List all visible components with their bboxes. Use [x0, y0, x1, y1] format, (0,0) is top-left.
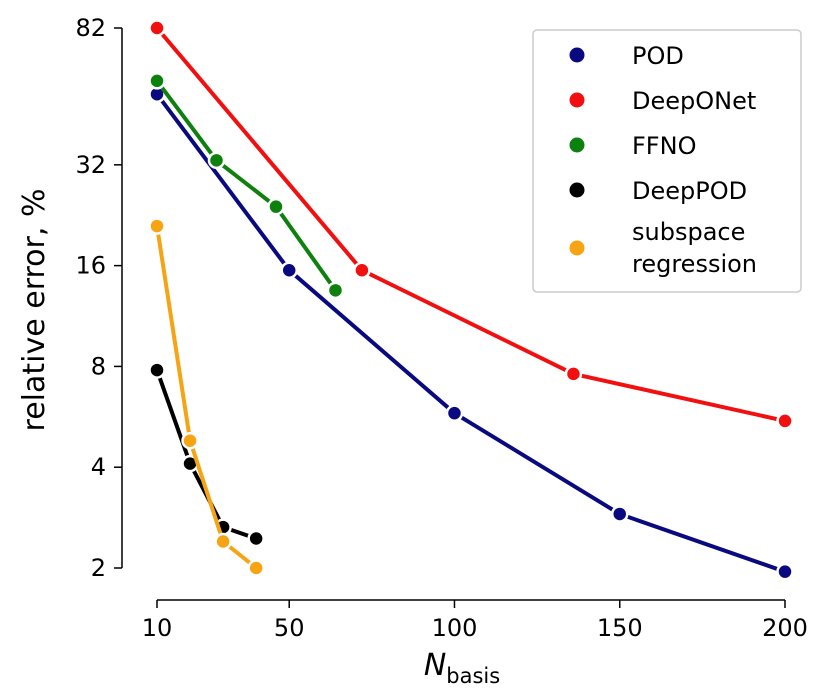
series-5: [148, 217, 265, 577]
series-4: [148, 361, 265, 548]
legend-label: POD: [632, 42, 684, 70]
x-tick-label: 150: [597, 614, 643, 642]
legend-item: DeepPOD: [569, 177, 747, 205]
data-point: [214, 532, 232, 551]
legend-marker: [569, 47, 585, 63]
x-ticks: 10 50 100 150 200: [142, 600, 808, 642]
y-tick-label: 32: [75, 151, 106, 179]
data-point: [564, 365, 583, 383]
data-point: [610, 505, 629, 523]
data-point: [353, 261, 371, 279]
y-ticks: 2 4 8 16 32 82: [75, 14, 122, 582]
series-1: [148, 85, 794, 581]
series-2: [148, 19, 794, 430]
series-3: [148, 72, 345, 300]
data-point: [148, 72, 166, 90]
x-tick-label: 100: [432, 614, 478, 642]
x-axis-label-main: N: [424, 648, 446, 683]
legend-marker: [569, 92, 585, 108]
data-point: [326, 281, 345, 300]
data-point: [247, 529, 265, 548]
legend-label: FFNO: [632, 132, 696, 160]
data-point: [776, 562, 794, 581]
legend-item: POD: [569, 42, 684, 70]
data-point: [247, 559, 265, 577]
legend-label-line: regression: [632, 250, 757, 278]
x-axis-label-subscript: basis: [446, 664, 500, 688]
series-layer: [148, 19, 794, 581]
y-tick-label: 16: [75, 252, 106, 280]
legend-label: DeepPOD: [632, 177, 747, 205]
legend-label-line: subspace: [632, 218, 745, 246]
legend-item: DeepONet: [569, 87, 756, 115]
legend-box: [532, 29, 802, 293]
axes: 10 50 100 150 200 2 4 8 16 32 82: [75, 14, 807, 642]
x-tick-label: 50: [274, 614, 305, 642]
data-point: [445, 404, 464, 422]
series-line: [155, 26, 786, 423]
data-point: [181, 431, 199, 450]
data-point: [148, 217, 166, 235]
data-point: [267, 197, 285, 216]
x-tick-label: 10: [142, 614, 173, 642]
legend-items: POD DeepONet FFNO DeepPOD subspace regression: [569, 42, 757, 278]
legend-item: subspace regression: [569, 218, 757, 278]
legend-item: FFNO: [569, 132, 696, 160]
legend-label: DeepONet: [632, 87, 756, 115]
legend-label: subspace regression: [632, 218, 757, 278]
legend-marker: [569, 137, 585, 153]
data-point: [207, 151, 226, 170]
series-line: [155, 369, 257, 541]
data-point: [148, 361, 166, 379]
data-point: [280, 261, 298, 279]
axis-labels: Nbasis relative error, %: [17, 189, 500, 688]
y-tick-label: 4: [91, 453, 106, 481]
x-tick-label: 200: [762, 614, 808, 642]
series-line: [155, 225, 258, 570]
y-tick-label: 8: [91, 352, 106, 380]
x-axis-label: Nbasis: [424, 648, 500, 688]
y-tick-label: 82: [75, 14, 106, 42]
legend-marker: [569, 240, 585, 256]
y-axis-label: relative error, %: [17, 189, 52, 432]
legend-marker: [569, 182, 585, 198]
data-point: [148, 19, 166, 37]
data-point: [776, 412, 794, 430]
series-line: [155, 79, 338, 292]
y-tick-label: 2: [91, 554, 106, 582]
legend: POD DeepONet FFNO DeepPOD subspace regression: [532, 29, 802, 293]
